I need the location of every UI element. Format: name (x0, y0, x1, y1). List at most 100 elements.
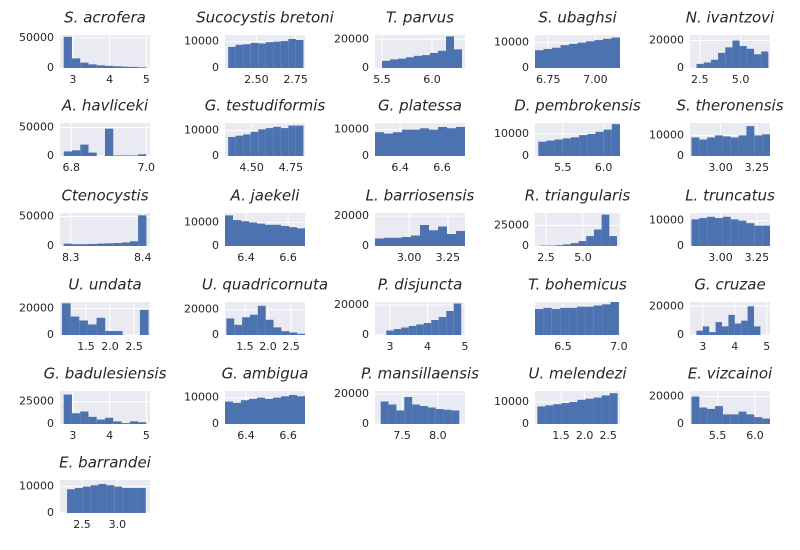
bar (61, 303, 71, 335)
bar (243, 44, 251, 68)
y-tick-label: 20000 (334, 32, 369, 45)
bar (543, 307, 552, 335)
panel: 3 4 5 0 20000 P. disjuncta (334, 276, 469, 354)
bar (761, 51, 769, 68)
bar (715, 322, 722, 335)
bar (71, 413, 81, 424)
bar (699, 218, 708, 246)
x-tick-label: 7.5 (393, 429, 411, 442)
panel: 6.4 6.6 0 10000 G. platessa (334, 97, 465, 174)
y-tick-label: 0 (47, 506, 54, 519)
y-tick-label: 0 (47, 328, 54, 341)
bar (71, 244, 81, 246)
bar (411, 235, 420, 246)
bar (456, 231, 465, 246)
x-tick-label: 5.0 (574, 251, 592, 264)
panel-title: S. theronensis (676, 97, 783, 115)
bar (87, 324, 97, 335)
x-tick-label: 4.50 (239, 161, 264, 174)
panel: 3 4 5 0 25000 G. badulesiensis (19, 365, 167, 443)
x-tick-label: 8.3 (62, 251, 80, 264)
panel-title: U. quadricornuta (202, 276, 328, 294)
bar (121, 423, 130, 424)
bar (113, 66, 122, 68)
bar (738, 220, 747, 246)
bar (375, 132, 384, 156)
bar (535, 50, 544, 68)
x-tick-label: 4 (424, 340, 431, 353)
bar (295, 125, 304, 156)
bar (129, 155, 138, 156)
bar (422, 55, 430, 68)
panel: 5.5 6.0 0 20000 E. vizcainoi (649, 365, 773, 443)
y-tick-label: 10000 (494, 127, 529, 140)
x-tick-label: 6.6 (433, 161, 451, 174)
bar (88, 152, 97, 156)
x-tick-label: 3 (69, 73, 76, 86)
panel: 2.5 5.0 0 25000 R. triangularis (494, 187, 630, 265)
bar (703, 62, 711, 68)
bar (235, 135, 244, 156)
panel: 4.50 4.75 0 10000 G. testudiformis (184, 97, 325, 175)
x-tick-label: 6.0 (595, 161, 613, 174)
panel-title: G. testudiformis (205, 97, 326, 115)
bar (446, 311, 454, 335)
bar (105, 243, 114, 246)
panel-title: Sucocystis bretoni (196, 9, 335, 27)
y-tick-label: 20000 (334, 298, 369, 311)
bar (139, 309, 149, 335)
x-tick-label: 3.25 (745, 161, 770, 174)
bar (105, 331, 114, 335)
panel-title: S. ubaghsi (538, 9, 617, 27)
x-tick-label: 2.0 (259, 340, 277, 353)
bar (585, 306, 594, 335)
bar (74, 487, 83, 513)
panel-title: E. vizcainoi (688, 365, 773, 383)
bar (691, 219, 700, 246)
y-tick-label: 10000 (494, 36, 529, 49)
bar (587, 134, 596, 156)
bar (754, 54, 762, 68)
y-tick-label: 50000 (19, 210, 54, 223)
x-tick-label: 6.8 (63, 161, 81, 174)
x-tick-label: 6.4 (391, 161, 409, 174)
bar (80, 244, 89, 246)
bar (96, 243, 105, 246)
panel: 7.5 8.0 0 20000 P. mansillaensis (334, 365, 479, 443)
bar (130, 487, 138, 513)
bar (562, 138, 571, 156)
bar (696, 63, 704, 68)
panel: 1.5 2.0 2.5 0 10000 U. melendezi (494, 365, 627, 443)
bar (250, 131, 259, 156)
bar (593, 305, 603, 335)
bar (730, 219, 739, 246)
panel: 2.5 3.0 0 10000 E. barrandei (19, 454, 152, 532)
panel-title: G. platessa (378, 97, 462, 115)
y-tick-label: 25000 (19, 395, 54, 408)
bar (447, 128, 456, 156)
panel-title: S. acrofera (64, 9, 146, 27)
bar (691, 396, 700, 424)
bar (456, 126, 465, 156)
bar (585, 398, 594, 424)
x-tick-label: 2.5 (125, 340, 143, 353)
y-tick-label: 0 (362, 61, 369, 74)
bar (570, 243, 579, 246)
x-tick-label: 5 (462, 340, 469, 353)
panel: 6.4 6.6 0 10000 A. jaekeli (184, 187, 305, 264)
x-tick-label: 3.00 (708, 161, 733, 174)
bar (722, 136, 731, 156)
bar (63, 151, 72, 156)
x-tick-label: 6.6 (279, 251, 297, 264)
bar (569, 402, 578, 424)
bar (114, 486, 123, 513)
y-tick-label: 0 (362, 417, 369, 430)
x-tick-label: 2.0 (101, 340, 119, 353)
x-tick-label: 2.75 (283, 73, 308, 86)
bar (122, 487, 131, 513)
bar (423, 323, 432, 335)
bar (242, 317, 250, 335)
x-tick-label: 4 (106, 429, 113, 442)
bar (699, 139, 708, 156)
bar (545, 405, 554, 424)
